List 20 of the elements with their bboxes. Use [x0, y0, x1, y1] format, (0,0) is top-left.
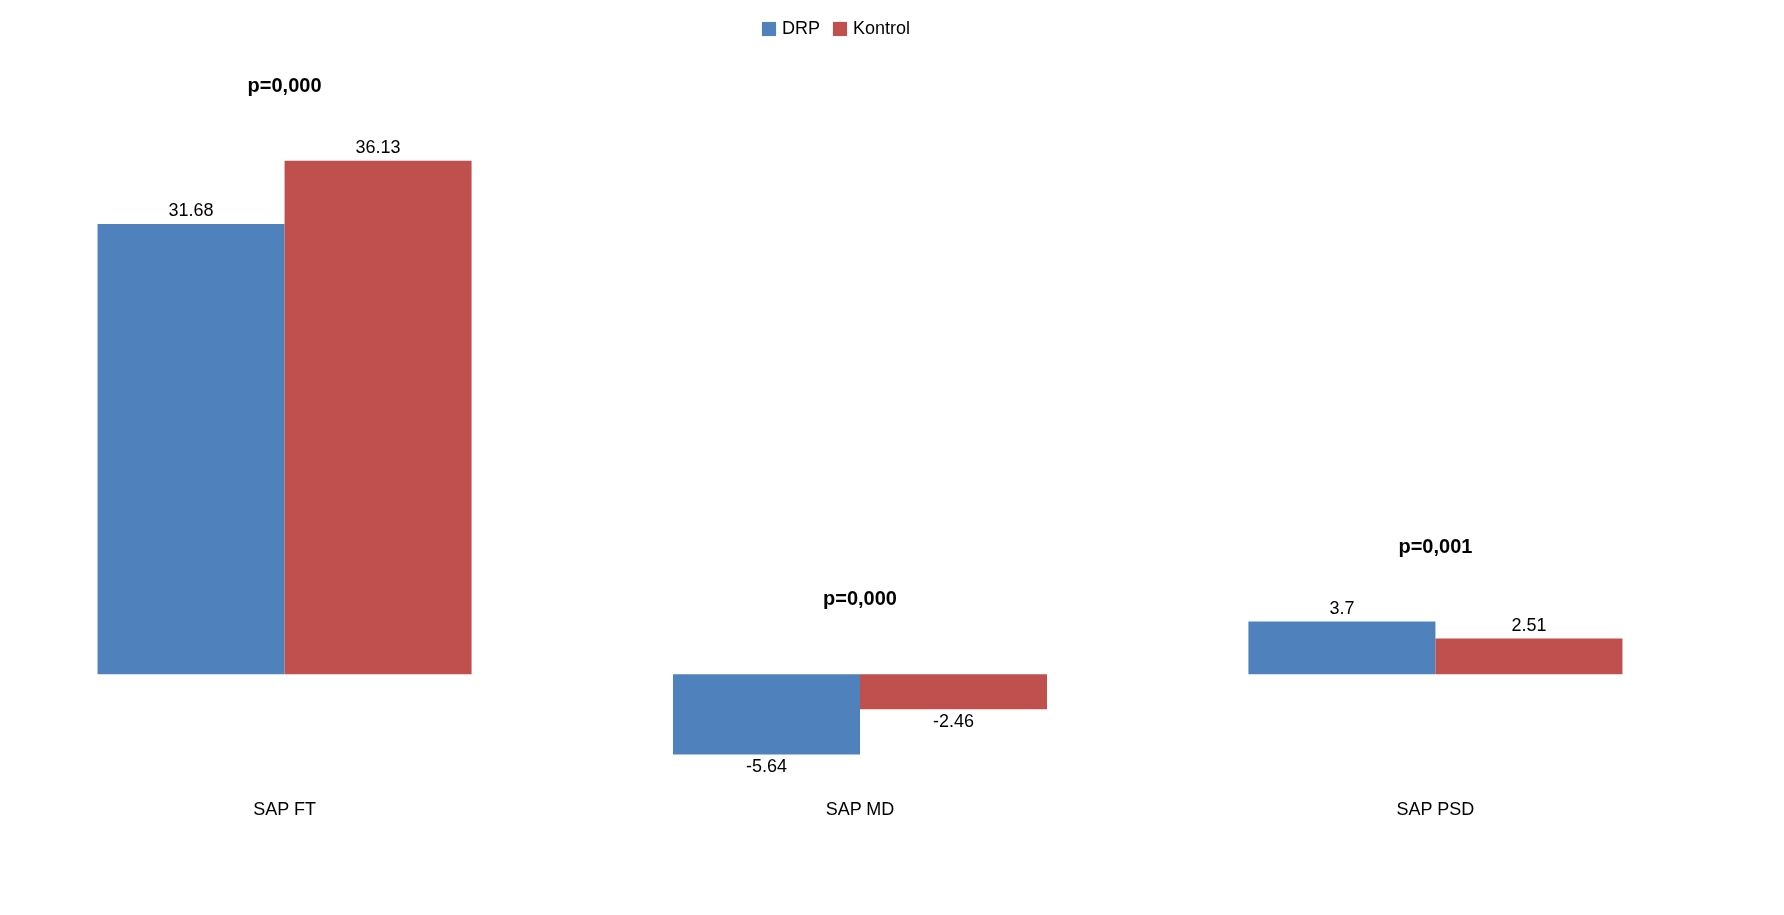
- data-label: 3.7: [1329, 597, 1355, 618]
- annotation: p=0,001: [1398, 534, 1473, 557]
- bar: [672, 674, 860, 755]
- data-label: 2.51: [1511, 614, 1547, 635]
- bar: [284, 160, 472, 675]
- data-label: 36.13: [355, 136, 401, 157]
- legend-label: DRP: [782, 18, 821, 38]
- legend-label: Kontrol: [853, 18, 911, 38]
- x-tick-label: SAP MD: [825, 798, 895, 819]
- bar: [1248, 621, 1436, 675]
- bar: [1435, 638, 1623, 675]
- annotation: p=0,000: [823, 587, 897, 610]
- x-tick-label: SAP PSD: [1396, 798, 1475, 819]
- data-label: -2.46: [932, 711, 975, 732]
- bar: [860, 674, 1048, 710]
- data-label: 31.68: [168, 199, 214, 220]
- bar: [97, 223, 285, 675]
- text: p=0,000: [247, 73, 322, 96]
- data-label: -5.64: [745, 756, 788, 777]
- x-tick-label: SAP FT: [253, 798, 316, 819]
